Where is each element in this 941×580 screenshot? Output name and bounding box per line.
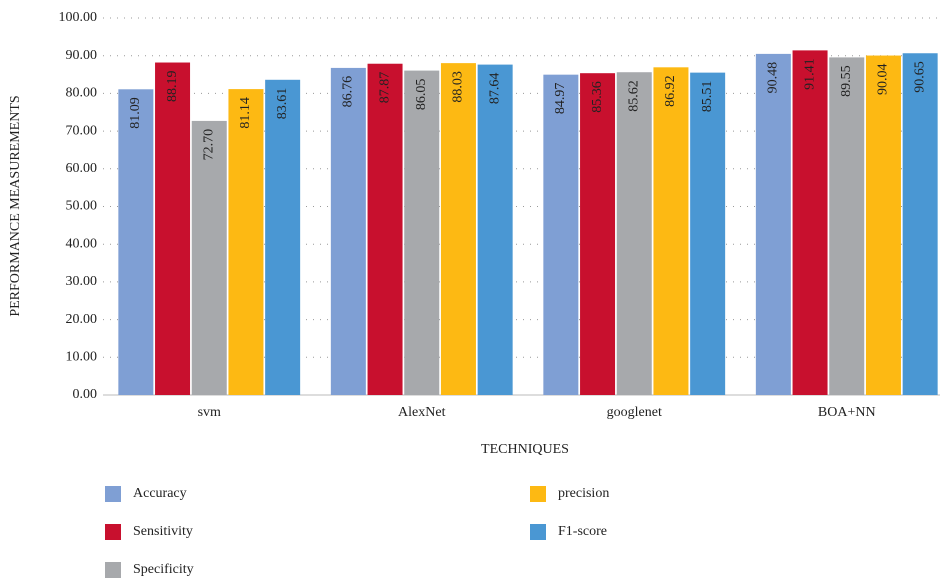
bar: [829, 57, 865, 396]
legend-label: Specificity: [133, 562, 194, 577]
value-label: 88.03: [451, 71, 466, 103]
y-tick-label: 10.00: [66, 350, 98, 365]
y-tick-label: 50.00: [66, 199, 98, 214]
y-tick-label: 0.00: [73, 387, 98, 402]
value-label: 86.76: [341, 76, 356, 108]
bar: [191, 120, 227, 396]
bar: [543, 74, 579, 396]
value-label: 89.55: [839, 65, 854, 97]
value-label: 81.14: [238, 97, 253, 129]
y-tick-label: 60.00: [66, 161, 98, 176]
y-tick-label: 70.00: [66, 123, 98, 138]
y-tick-label: 30.00: [66, 274, 98, 289]
bar: [865, 55, 901, 396]
value-label: 90.04: [876, 64, 891, 96]
bar: [265, 79, 301, 396]
bar: [330, 67, 366, 396]
y-tick-label: 90.00: [66, 48, 98, 63]
value-label: 88.19: [165, 71, 180, 103]
value-label: 81.09: [128, 97, 143, 129]
value-label: 91.41: [802, 58, 817, 90]
x-tick-label: BOA+NN: [818, 405, 876, 420]
legend-label: Sensitivity: [133, 524, 193, 539]
bar: [367, 63, 403, 395]
y-tick-label: 100.00: [59, 10, 98, 25]
y-axis-title: PERFORMANCE MEASUREMENTS: [8, 95, 23, 316]
bar: [440, 63, 476, 396]
value-label: 87.87: [377, 72, 392, 104]
value-label: 87.64: [487, 73, 502, 105]
value-label: 90.65: [912, 61, 927, 92]
x-axis-title: TECHNIQUES: [481, 442, 569, 457]
bar: [155, 62, 191, 395]
bar: [792, 50, 828, 395]
legend-swatch: [105, 486, 121, 502]
legend-label: F1-score: [558, 524, 607, 539]
legend-label: precision: [558, 486, 609, 501]
value-label: 86.05: [414, 79, 429, 111]
bar: [653, 67, 689, 396]
bar: [755, 53, 791, 395]
value-label: 86.92: [663, 75, 678, 107]
value-label: 90.48: [766, 62, 781, 93]
bar: [616, 72, 652, 396]
value-label: 84.97: [553, 83, 568, 115]
bar: [902, 53, 938, 395]
value-label: 85.36: [590, 81, 605, 113]
x-tick-label: AlexNet: [398, 405, 446, 420]
y-tick-label: 80.00: [66, 86, 98, 101]
y-tick-label: 40.00: [66, 236, 98, 251]
value-label: 85.62: [626, 80, 641, 112]
legend-swatch: [530, 524, 546, 540]
legend-label: Accuracy: [133, 486, 187, 501]
x-tick-label: svm: [198, 405, 221, 420]
bar: [477, 64, 513, 395]
bar: [118, 89, 154, 395]
value-label: 72.70: [201, 129, 216, 161]
value-label: 83.61: [275, 88, 290, 120]
legend-swatch: [105, 524, 121, 540]
legend-swatch: [530, 486, 546, 502]
legend-swatch: [105, 562, 121, 578]
bar: [580, 73, 616, 395]
bar: [690, 72, 726, 396]
bar: [404, 70, 440, 396]
x-tick-label: googlenet: [607, 405, 662, 420]
bar: [228, 89, 264, 395]
value-label: 85.51: [700, 81, 715, 113]
y-tick-label: 20.00: [66, 312, 98, 327]
